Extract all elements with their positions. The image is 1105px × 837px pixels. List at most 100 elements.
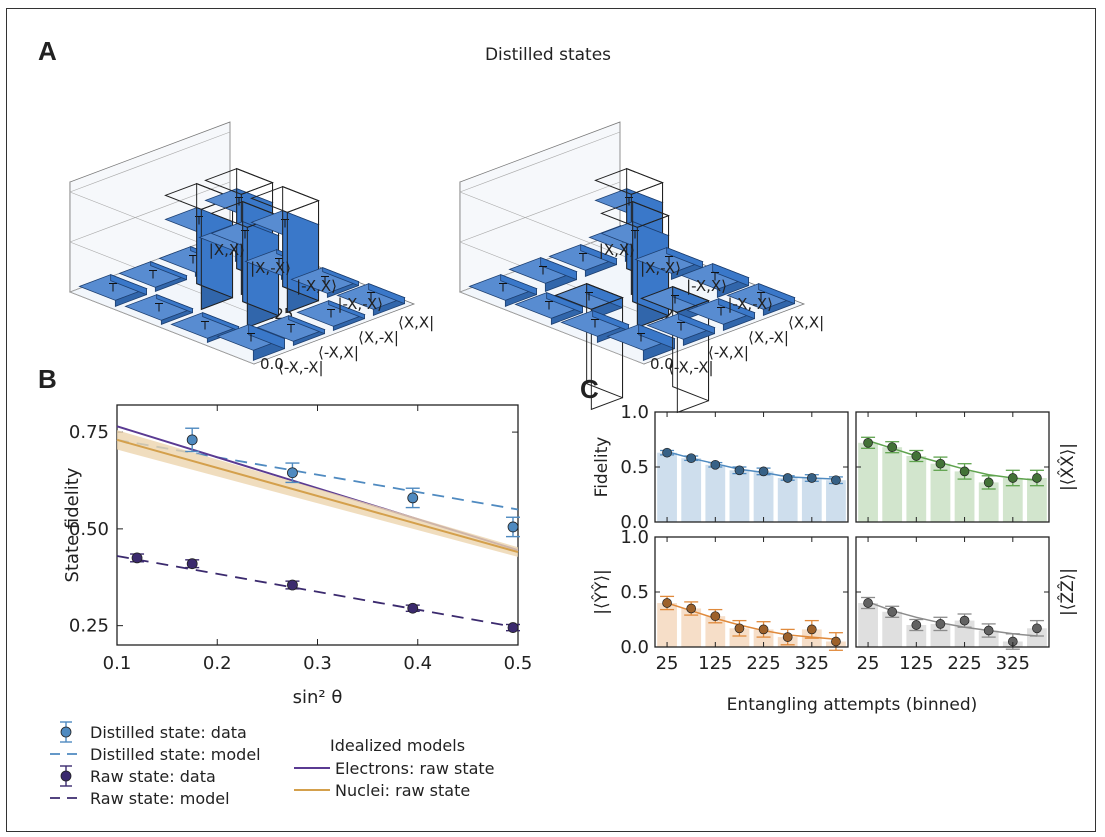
x-tick-label: 225 bbox=[746, 653, 780, 674]
legend-marker-point bbox=[60, 770, 72, 782]
bar bbox=[705, 616, 726, 647]
data-point bbox=[710, 459, 721, 470]
bar bbox=[826, 480, 846, 522]
figure-frame bbox=[6, 8, 1096, 832]
bar bbox=[657, 452, 677, 522]
y-tick-label: 1.0 bbox=[620, 402, 649, 423]
panel-label-a: A bbox=[38, 36, 57, 66]
bar bbox=[777, 478, 798, 522]
data-point bbox=[407, 602, 419, 614]
bar bbox=[729, 628, 750, 647]
data-point bbox=[782, 473, 793, 483]
legend-label: Nuclei: raw state bbox=[335, 781, 470, 800]
row-label: |-X,X⟩ bbox=[296, 277, 337, 295]
data-point bbox=[186, 434, 198, 446]
data-point bbox=[863, 437, 873, 448]
bar bbox=[657, 603, 677, 647]
panel-c-subplot-1: |⟨X̂X̂⟩| bbox=[855, 411, 1078, 523]
bar-front bbox=[288, 315, 325, 335]
bar-front bbox=[758, 283, 795, 305]
bar-front bbox=[368, 283, 405, 305]
bar-front bbox=[718, 298, 755, 320]
bar-front bbox=[638, 324, 675, 350]
panel-c-xlabel: Entangling attempts (binned) bbox=[727, 695, 978, 715]
data-point bbox=[758, 624, 769, 635]
row-label: |-X,-X⟩ bbox=[727, 295, 773, 313]
bar-front bbox=[202, 312, 239, 332]
data-point bbox=[935, 458, 946, 469]
bar bbox=[978, 630, 999, 647]
y-tick-label: 0.0 bbox=[620, 512, 649, 533]
bar-front bbox=[156, 294, 193, 314]
z-grid-line bbox=[69, 131, 255, 265]
bar-front bbox=[666, 247, 703, 269]
bar bbox=[753, 629, 774, 647]
x-tick-label: 0.4 bbox=[403, 653, 432, 674]
data-point bbox=[734, 623, 745, 634]
legend-label: Distilled state: data bbox=[90, 723, 247, 742]
subplot-ylabel: |⟨X̂X̂⟩| bbox=[1057, 443, 1078, 491]
z-tick-label: 0.0 bbox=[650, 355, 674, 373]
data-point bbox=[863, 598, 873, 608]
y-tick-label: 0.0 bbox=[620, 637, 649, 658]
data-point bbox=[710, 611, 721, 622]
col-label: ⟨-X,X| bbox=[708, 344, 749, 362]
legend-label: Distilled state: model bbox=[90, 745, 261, 764]
x-tick-label: 25 bbox=[857, 653, 880, 674]
legend-marker-point bbox=[60, 726, 72, 738]
data-point bbox=[734, 465, 745, 476]
panel-label-c: C bbox=[580, 374, 599, 404]
bar bbox=[681, 458, 702, 522]
data-point bbox=[686, 603, 697, 614]
panel-c-subplot-0: 0.0 0.5 1.0 Fidelity bbox=[592, 402, 849, 533]
data-point bbox=[287, 467, 298, 479]
col-label: ⟨-X,-X| bbox=[278, 359, 324, 377]
data-point bbox=[911, 620, 922, 630]
bar bbox=[1027, 628, 1047, 647]
x-tick-label: 0.1 bbox=[103, 653, 132, 674]
col-label: ⟨-X,X| bbox=[318, 344, 359, 362]
data-point bbox=[131, 552, 143, 564]
bar bbox=[1002, 478, 1023, 522]
data-point bbox=[959, 615, 970, 626]
x-tick-label: 325 bbox=[795, 653, 829, 674]
data-point bbox=[758, 466, 769, 477]
bar-front bbox=[110, 274, 147, 296]
row-label: |-X,X⟩ bbox=[686, 277, 727, 295]
row-label: |X,X⟩ bbox=[209, 241, 245, 259]
panel-c-subplot-3: 25 125 225 325 |⟨ẐẐ⟩| bbox=[855, 536, 1078, 674]
col-label: ⟨X,-X| bbox=[358, 329, 399, 347]
y-tick-label: 0.75 bbox=[69, 422, 109, 443]
bar-front bbox=[328, 300, 365, 320]
row-label: |X,-X⟩ bbox=[250, 259, 291, 277]
data-point bbox=[935, 619, 946, 629]
bar-front bbox=[580, 244, 617, 266]
matrix-plot-0: 0.00.250.5|X,X⟩|X,-X⟩|-X,X⟩|-X,-X⟩⟨X,X|⟨… bbox=[68, 121, 434, 377]
legend-label: Raw state: model bbox=[90, 789, 230, 808]
bar bbox=[801, 478, 822, 522]
bar bbox=[930, 463, 951, 522]
col-label: ⟨X,-X| bbox=[748, 329, 789, 347]
y-tick-label: 0.5 bbox=[620, 582, 649, 603]
data-point bbox=[507, 521, 519, 533]
bar bbox=[729, 470, 750, 522]
z-grid-line bbox=[459, 131, 645, 265]
model-dashed-line bbox=[116, 555, 519, 629]
model-line bbox=[116, 438, 519, 554]
col-label: ⟨X,X| bbox=[788, 314, 824, 332]
bar bbox=[954, 471, 975, 522]
bar bbox=[882, 447, 903, 522]
bar bbox=[681, 608, 702, 647]
x-tick-label: 0.2 bbox=[203, 653, 232, 674]
col-label: ⟨-X,-X| bbox=[668, 359, 714, 377]
panel-label-b: B bbox=[38, 364, 57, 394]
bar bbox=[978, 482, 999, 522]
x-tick-label: 225 bbox=[947, 653, 981, 674]
y-tick-label: 0.25 bbox=[69, 616, 109, 637]
data-point bbox=[959, 466, 970, 477]
bar bbox=[858, 442, 878, 522]
data-point bbox=[911, 451, 922, 461]
subplot-ylabel: |⟨ẐẐ⟩| bbox=[1056, 568, 1078, 616]
bar bbox=[882, 611, 903, 647]
matrix-plot-1: 0.00.250.5|X,X⟩|X,-X⟩|-X,X⟩|-X,-X⟩⟨X,X|⟨… bbox=[458, 121, 824, 414]
